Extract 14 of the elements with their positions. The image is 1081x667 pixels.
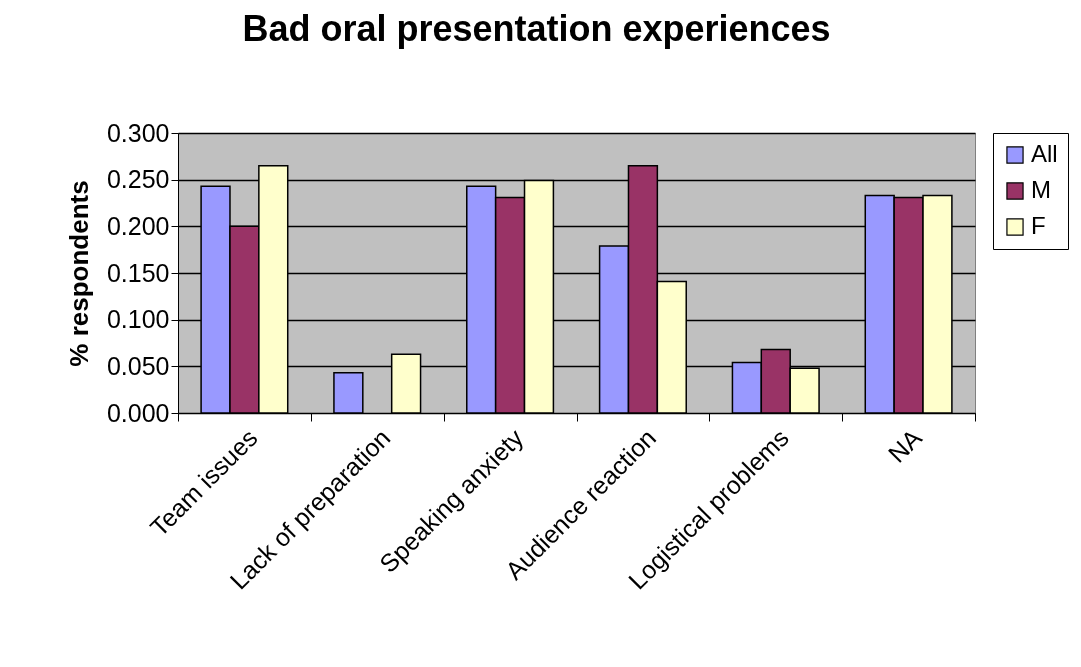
y-axis-title: % respondents [63, 180, 94, 367]
y-tick-label: 0.150 [106, 258, 170, 287]
y-tick-label: 0.250 [106, 165, 170, 194]
y-tick-label: 0.100 [106, 305, 170, 334]
legend-label: F [1031, 212, 1046, 239]
y-tick-label: 0.000 [106, 398, 170, 427]
y-tick-label: 0.200 [106, 211, 170, 240]
y-tick-label: 0.050 [106, 351, 170, 380]
bar [333, 372, 364, 414]
chart-title: Bad oral presentation experiences [242, 8, 831, 49]
legend-label: M [1031, 176, 1051, 203]
y-tick-label: 0.300 [106, 118, 170, 147]
x-tick-label: NA [882, 423, 927, 468]
legend-label: All [1031, 140, 1058, 167]
